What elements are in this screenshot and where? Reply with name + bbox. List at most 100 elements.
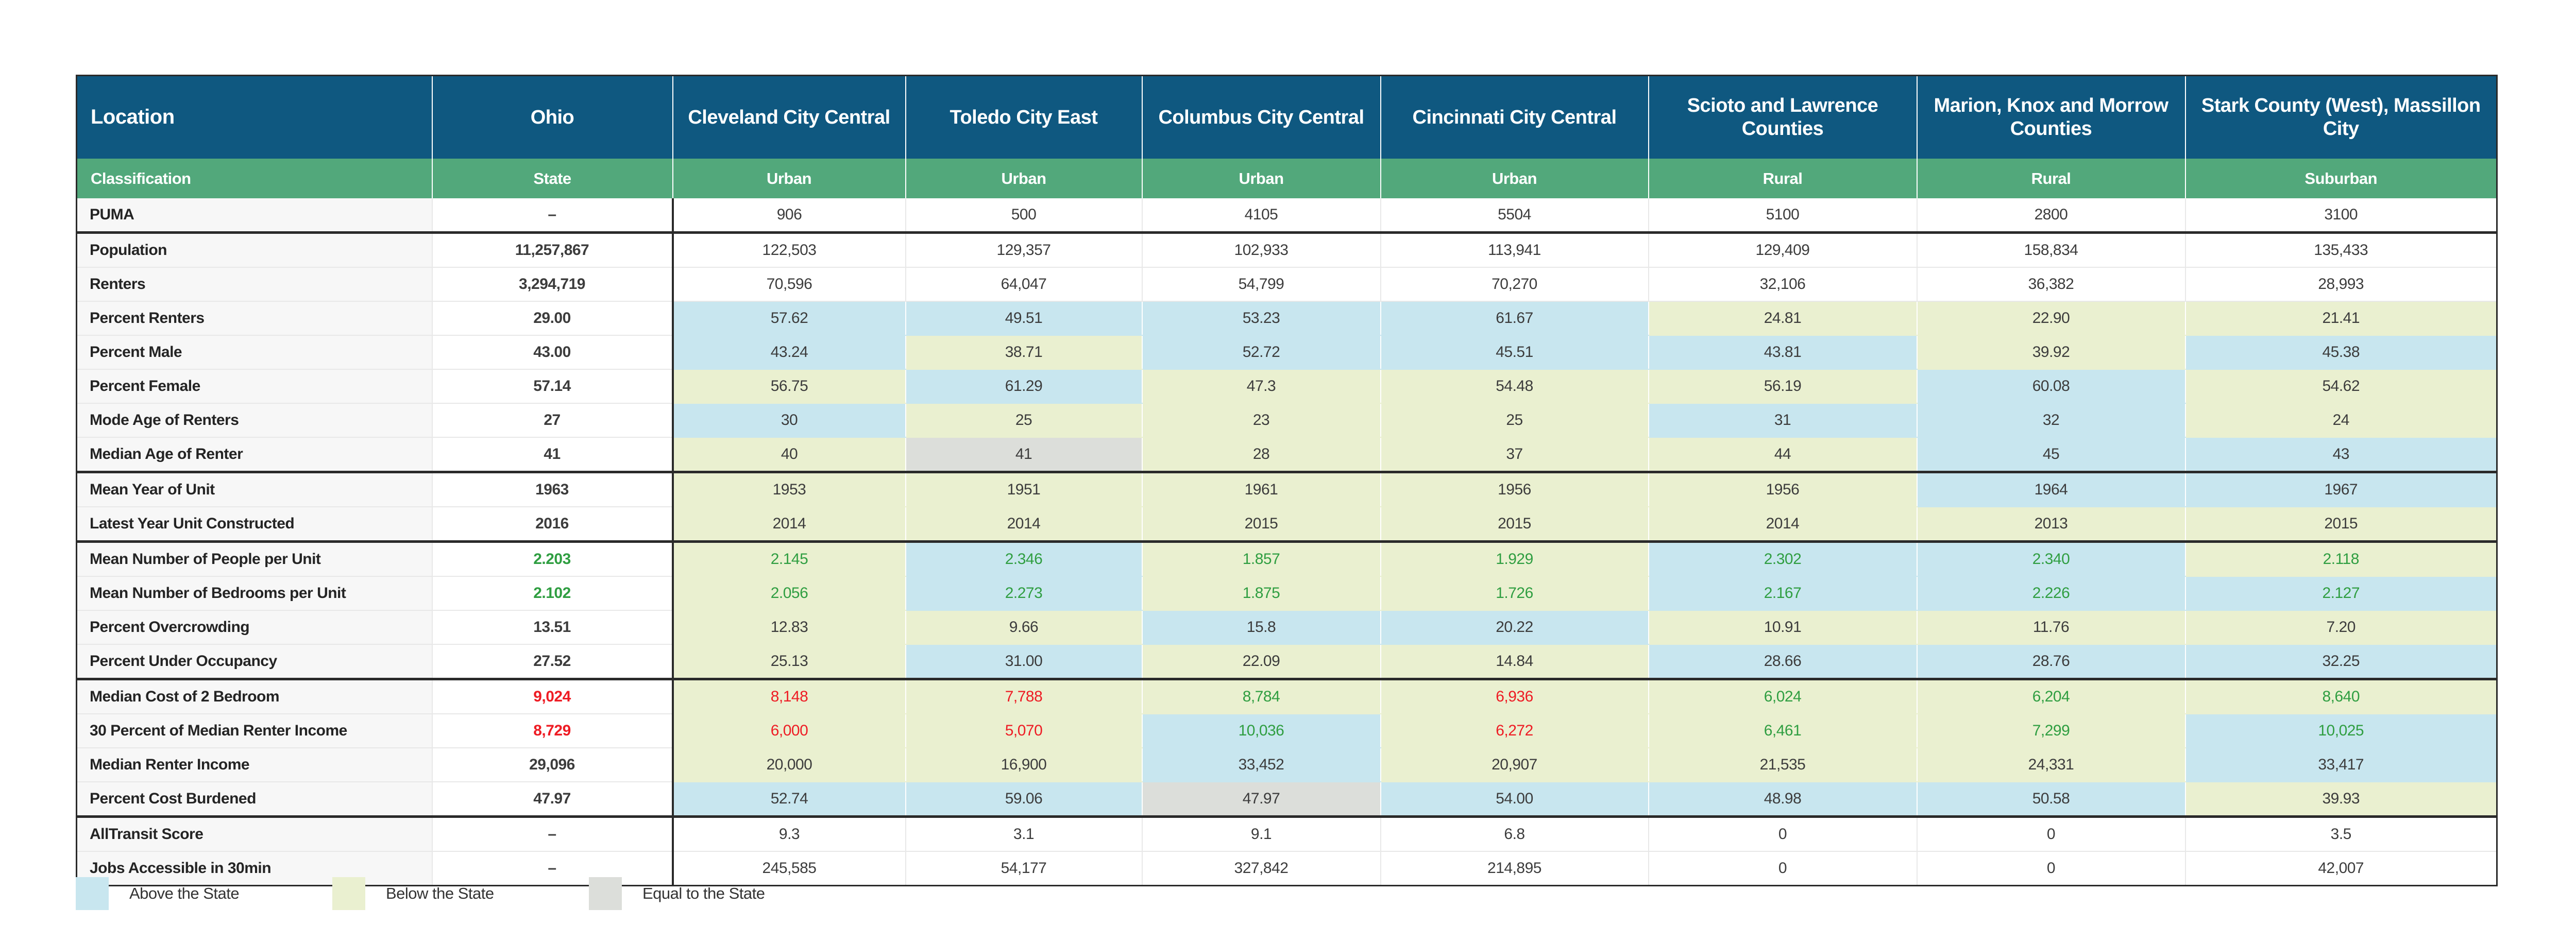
table-row: Population 11,257,867 122,503 129,357 102,93… bbox=[76, 232, 2497, 268]
data-cell: 25 bbox=[905, 403, 1143, 438]
data-cell: 52.74 bbox=[672, 782, 906, 818]
data-cell: 70,596 bbox=[672, 267, 906, 302]
data-cell: 1.929 bbox=[1380, 541, 1649, 577]
table-row: 30 Percent of Median Renter Income 8,729 6… bbox=[76, 714, 2497, 748]
state-value-cell: 2.203 bbox=[432, 541, 674, 577]
data-cell: 70,270 bbox=[1380, 267, 1649, 302]
state-value-cell: 27 bbox=[432, 403, 674, 438]
data-cell: 20.22 bbox=[1380, 610, 1649, 645]
data-cell: 6,461 bbox=[1648, 714, 1918, 748]
data-cell: 5504 bbox=[1380, 198, 1649, 234]
data-cell: 16,900 bbox=[905, 748, 1143, 782]
data-cell: 135,433 bbox=[2185, 232, 2497, 268]
row-label: Percent Under Occupancy bbox=[76, 644, 433, 680]
row-label: Population bbox=[76, 232, 433, 268]
data-cell: 327,842 bbox=[1142, 851, 1381, 886]
data-cell: 8,148 bbox=[672, 679, 906, 714]
row-label: Latest Year Unit Constructed bbox=[76, 507, 433, 543]
data-cell: 28.66 bbox=[1648, 644, 1918, 680]
state-value-cell: 13.51 bbox=[432, 610, 674, 645]
data-cell: 43 bbox=[2185, 437, 2497, 473]
state-value-cell: 2016 bbox=[432, 507, 674, 543]
legend-label-above: Above the State bbox=[129, 884, 240, 902]
data-cell: 2014 bbox=[905, 507, 1143, 543]
data-cell: 24,331 bbox=[1917, 748, 2186, 782]
legend-item-below: Below the State bbox=[332, 877, 589, 910]
data-cell: 2.346 bbox=[905, 541, 1143, 577]
data-cell: 32.25 bbox=[2185, 644, 2497, 680]
state-value-cell: 27.52 bbox=[432, 644, 674, 680]
data-cell: 5,070 bbox=[905, 714, 1143, 748]
data-cell: 7.20 bbox=[2185, 610, 2497, 645]
data-cell: 2014 bbox=[672, 507, 906, 543]
row-label: AllTransit Score bbox=[76, 816, 433, 852]
table-row: Mode Age of Renters 27 30 25 23 25 31 32 24 bbox=[76, 403, 2497, 438]
table-row: Mean Number of Bedrooms per Unit 2.102 2.0… bbox=[76, 576, 2497, 611]
region-column-header: Cleveland City Central bbox=[672, 75, 906, 159]
state-value-cell: 3,294,719 bbox=[432, 267, 674, 302]
data-cell: 60.08 bbox=[1917, 369, 2186, 404]
table-row: Median Cost of 2 Bedroom 9,024 8,148 7,788 8… bbox=[76, 679, 2497, 714]
state-value-cell: – bbox=[432, 198, 674, 234]
data-cell: 6,272 bbox=[1380, 714, 1649, 748]
region-column-header: Cincinnati City Central bbox=[1380, 75, 1649, 159]
data-cell: 2014 bbox=[1648, 507, 1918, 543]
data-cell: 2015 bbox=[1142, 507, 1381, 543]
table-row: Percent Male 43.00 43.24 38.71 52.72 45.51 43.… bbox=[76, 335, 2497, 370]
data-cell: 43.24 bbox=[672, 335, 906, 370]
legend-label-below: Below the State bbox=[386, 884, 494, 902]
table-row: Renters 3,294,719 70,596 64,047 54,799 70,270… bbox=[76, 267, 2497, 302]
classification-cell: Urban bbox=[672, 159, 906, 198]
data-cell: 56.19 bbox=[1648, 369, 1918, 404]
data-cell: 9.66 bbox=[905, 610, 1143, 645]
data-cell: 122,503 bbox=[672, 232, 906, 268]
region-column-header: Columbus City Central bbox=[1142, 75, 1381, 159]
data-cell: 6,024 bbox=[1648, 679, 1918, 714]
data-cell: 54.00 bbox=[1380, 782, 1649, 818]
data-cell: 500 bbox=[905, 198, 1143, 234]
data-cell: 1964 bbox=[1917, 472, 2186, 507]
data-cell: 2.118 bbox=[2185, 541, 2497, 577]
row-label: Percent Female bbox=[76, 369, 433, 404]
data-cell: 2015 bbox=[2185, 507, 2497, 543]
legend-item-equal: Equal to the State bbox=[589, 877, 845, 910]
row-label: Jobs Accessible in 30min bbox=[76, 851, 433, 886]
data-cell: 54.62 bbox=[2185, 369, 2497, 404]
data-cell: 2013 bbox=[1917, 507, 2186, 543]
data-cell: 61.67 bbox=[1380, 301, 1649, 336]
classification-header: Classification bbox=[76, 159, 433, 198]
data-cell: 33,452 bbox=[1142, 748, 1381, 782]
row-label: Percent Renters bbox=[76, 301, 433, 336]
data-cell: 54.48 bbox=[1380, 369, 1649, 404]
row-label: Median Renter Income bbox=[76, 748, 433, 782]
data-cell: 28 bbox=[1142, 437, 1381, 473]
data-cell: 44 bbox=[1648, 437, 1918, 473]
data-cell: 43.81 bbox=[1648, 335, 1918, 370]
data-cell: 61.29 bbox=[905, 369, 1143, 404]
data-cell: 102,933 bbox=[1142, 232, 1381, 268]
row-label: Percent Cost Burdened bbox=[76, 782, 433, 818]
classification-cell: Suburban bbox=[2185, 159, 2497, 198]
data-cell: 20,907 bbox=[1380, 748, 1649, 782]
equal-state-swatch-icon bbox=[589, 877, 622, 910]
data-cell: 0 bbox=[1648, 816, 1918, 852]
state-value-cell: 29,096 bbox=[432, 748, 674, 782]
data-cell: 64,047 bbox=[905, 267, 1143, 302]
data-cell: 1961 bbox=[1142, 472, 1381, 507]
data-cell: 3.5 bbox=[2185, 816, 2497, 852]
table-row: AllTransit Score –9.3 3.1 9.1 6.8 0 0 3.5 bbox=[76, 816, 2497, 852]
data-cell: 10,036 bbox=[1142, 714, 1381, 748]
data-cell: 39.93 bbox=[2185, 782, 2497, 818]
legend-item-above: Above the State bbox=[76, 877, 332, 910]
above-state-swatch-icon bbox=[76, 877, 109, 910]
data-cell: 8,784 bbox=[1142, 679, 1381, 714]
state-value-cell: 11,257,867 bbox=[432, 232, 674, 268]
data-cell: 113,941 bbox=[1380, 232, 1649, 268]
table-row: Percent Renters 29.00 57.62 49.51 53.23 61.67… bbox=[76, 301, 2497, 336]
classification-cell: Rural bbox=[1648, 159, 1918, 198]
state-value-cell: 29.00 bbox=[432, 301, 674, 336]
state-value-cell: – bbox=[432, 851, 674, 886]
data-cell: 3.1 bbox=[905, 816, 1143, 852]
data-cell: 14.84 bbox=[1380, 644, 1649, 680]
data-cell: 9.1 bbox=[1142, 816, 1381, 852]
